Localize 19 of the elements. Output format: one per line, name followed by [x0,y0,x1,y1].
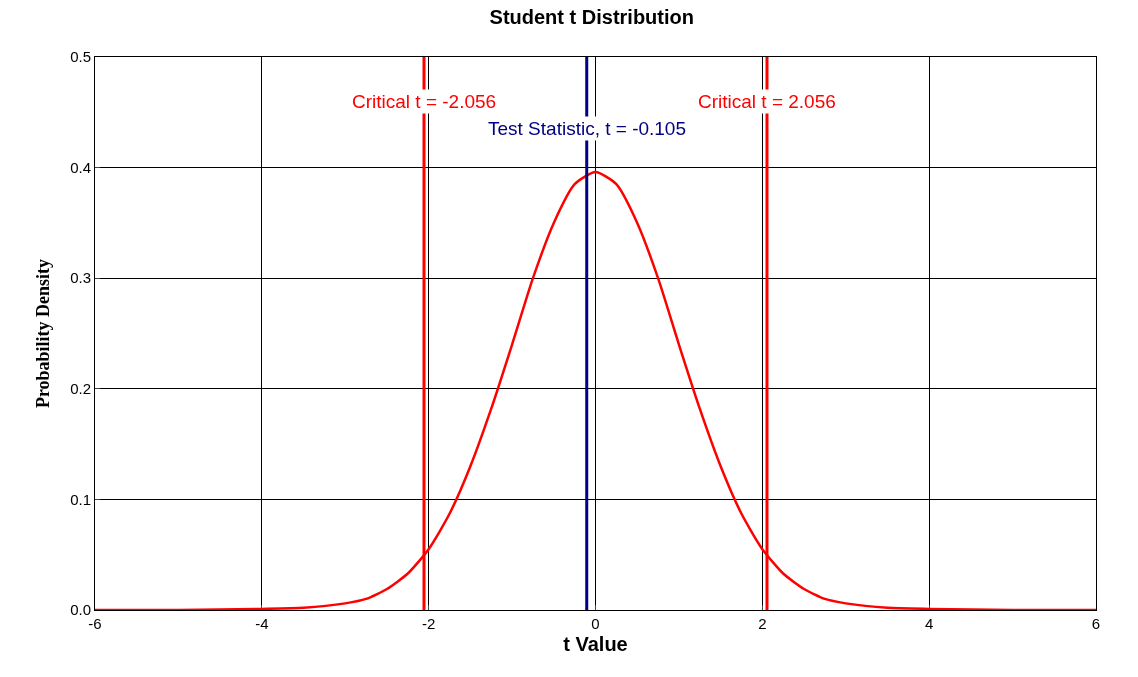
chart-title: Student t Distribution [489,6,694,29]
x-tick-label: -2 [422,615,436,632]
x-tick-label: 4 [925,615,934,632]
y-tick-label: 0.2 [70,380,91,398]
x-axis-title: t Value [563,632,628,655]
y-tick-label: 0.0 [70,601,91,619]
y-tick-label: 0.4 [70,158,91,176]
x-tick-label: 0 [591,615,600,632]
y-tick-label: 0.3 [70,269,91,287]
y-tick-label: 0.1 [70,490,91,508]
ref-line-label: Critical t = -2.056 [352,91,497,112]
x-tick-label: 2 [758,615,767,632]
y-tick-label: 0.5 [70,48,91,66]
y-axis-title: Probability Density [33,258,54,409]
ref-line-label: Test Statistic, t = -0.105 [488,118,687,139]
ref-line-label: Critical t = 2.056 [698,91,836,112]
x-tick-label: -4 [255,615,269,632]
x-tick-label: -6 [88,615,102,632]
x-tick-label: 6 [1091,615,1101,632]
